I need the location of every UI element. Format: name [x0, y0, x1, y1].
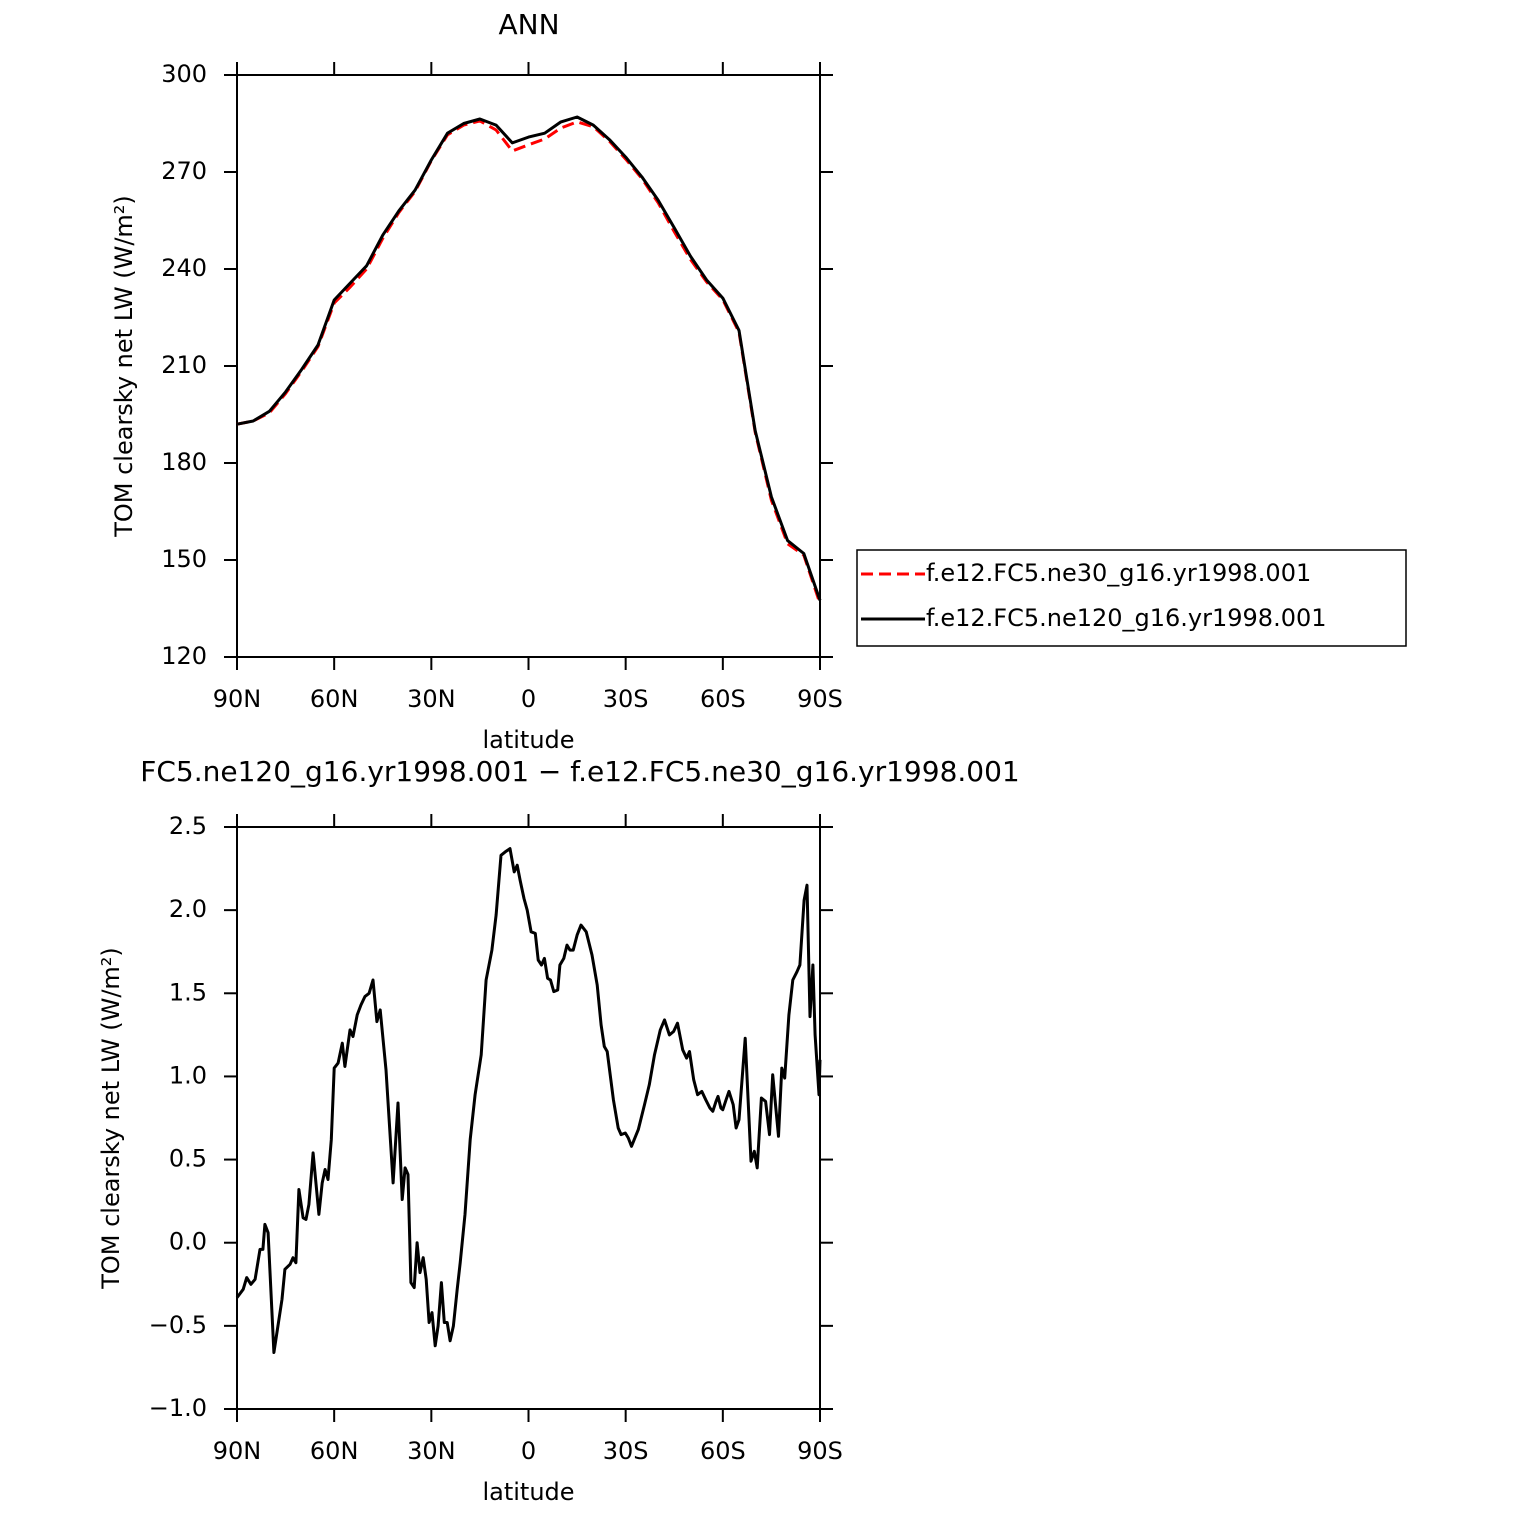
x-tick-label: 60N [310, 1437, 359, 1465]
x-tick-label: 30N [407, 685, 456, 713]
y-tick-label: 1.5 [169, 978, 207, 1006]
y-tick-label: 2.5 [169, 812, 207, 840]
x-tick-label: 90S [797, 685, 843, 713]
series-line [236, 119, 822, 605]
x-tick-label: 0 [521, 1437, 536, 1465]
x-tick-label: 90N [213, 1437, 262, 1465]
series-line [235, 847, 822, 1354]
series-line [236, 115, 822, 601]
y-tick-label: 0.5 [169, 1145, 207, 1173]
chart-title: ANN [498, 8, 559, 41]
y-tick-label: 300 [161, 60, 207, 88]
legend-label: f.e12.FC5.ne30_g16.yr1998.001 [926, 559, 1311, 587]
x-tick-label: 30S [603, 1437, 649, 1465]
legend-label: f.e12.FC5.ne120_g16.yr1998.001 [926, 604, 1327, 632]
y-tick-label: 270 [161, 157, 207, 185]
y-axis-label: TOM clearsky net LW (W/m²) [97, 947, 125, 1290]
y-tick-label: 210 [161, 351, 207, 379]
y-tick-label: 150 [161, 545, 207, 573]
x-tick-label: 90N [213, 685, 262, 713]
y-tick-label: −0.5 [149, 1311, 207, 1339]
y-axis-label: TOM clearsky net LW (W/m²) [110, 195, 138, 538]
x-tick-label: 0 [521, 685, 536, 713]
plot-frame [236, 74, 821, 658]
y-tick-label: 240 [161, 254, 207, 282]
x-tick-label: 60S [700, 685, 746, 713]
y-tick-label: −1.0 [149, 1394, 207, 1422]
x-tick-label: 30N [407, 1437, 456, 1465]
x-tick-label: 90S [797, 1437, 843, 1465]
x-axis-label: latitude [482, 1478, 574, 1506]
y-tick-label: 120 [161, 642, 207, 670]
x-axis-label: latitude [482, 726, 574, 754]
chart-title: FC5.ne120_g16.yr1998.001 − f.e12.FC5.ne3… [140, 755, 1019, 788]
y-tick-label: 2.0 [169, 895, 207, 923]
x-tick-label: 60S [700, 1437, 746, 1465]
x-tick-label: 30S [603, 685, 649, 713]
legend-box [856, 549, 1407, 647]
y-tick-label: 1.0 [169, 1061, 207, 1089]
y-tick-label: 0.0 [169, 1228, 207, 1256]
y-tick-label: 180 [161, 448, 207, 476]
x-tick-label: 60N [310, 685, 359, 713]
